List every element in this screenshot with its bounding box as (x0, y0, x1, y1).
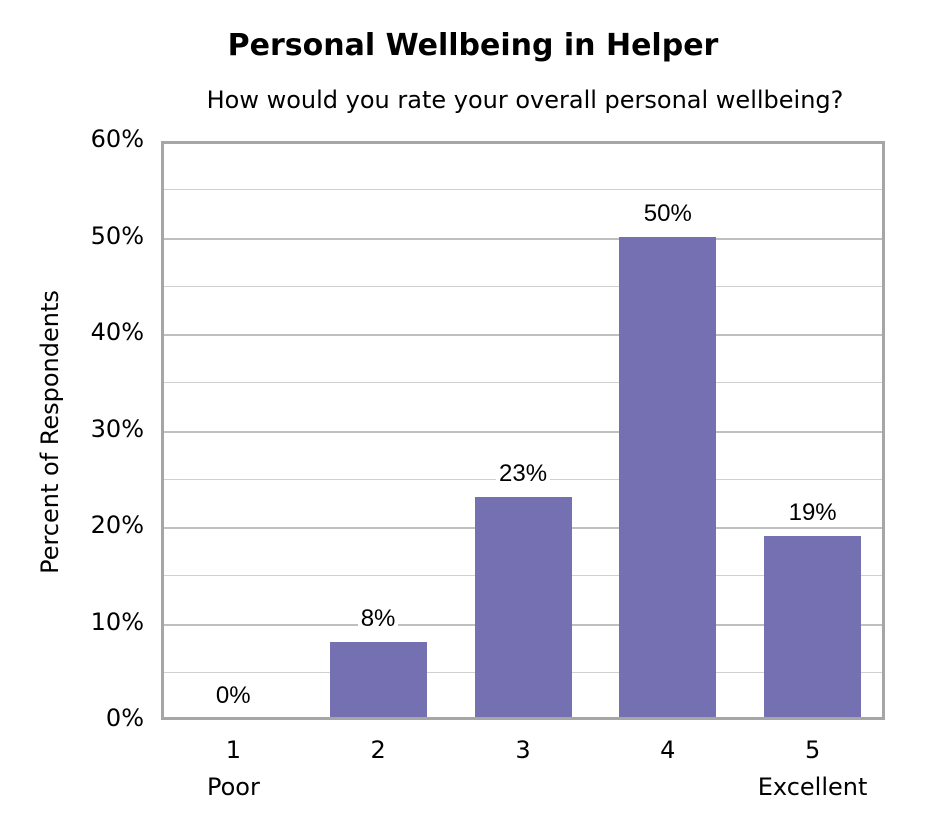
bar-3 (474, 497, 572, 717)
gridline (164, 382, 882, 384)
y-tick-label: 50% (90, 221, 144, 250)
gridline (164, 334, 882, 336)
y-tick-label: 10% (90, 607, 144, 636)
gridline (164, 189, 882, 191)
gridline (164, 430, 882, 433)
bar-2 (329, 641, 427, 717)
y-tick-label: 60% (90, 125, 144, 153)
x-tick-sublabel: Excellent (757, 773, 868, 801)
bar-5 (764, 535, 862, 717)
chart-subtitle: How would you rate your overall personal… (206, 86, 844, 114)
data-label: 50% (640, 199, 695, 228)
plot-area (161, 141, 885, 720)
gridline (164, 237, 882, 240)
x-tick-label: 2 (370, 736, 386, 764)
x-tick-label: 1 (225, 736, 242, 764)
y-tick-label: 20% (90, 511, 144, 539)
chart-title: Personal Wellbeing in Helper (227, 28, 719, 63)
y-tick-label: 0% (105, 704, 144, 732)
data-label: 19% (785, 498, 840, 527)
x-tick-label: 5 (804, 736, 821, 764)
x-tick-label: 3 (515, 736, 531, 764)
data-label: 8% (357, 604, 399, 633)
bar-4 (619, 236, 717, 717)
x-tick-label: 4 (660, 736, 676, 764)
y-tick-label: 30% (90, 414, 144, 443)
gridline (164, 285, 882, 287)
y-tick-label: 40% (90, 318, 144, 346)
data-label: 0% (212, 682, 254, 710)
data-label: 23% (496, 460, 551, 489)
x-tick-sublabel: Poor (206, 773, 260, 801)
